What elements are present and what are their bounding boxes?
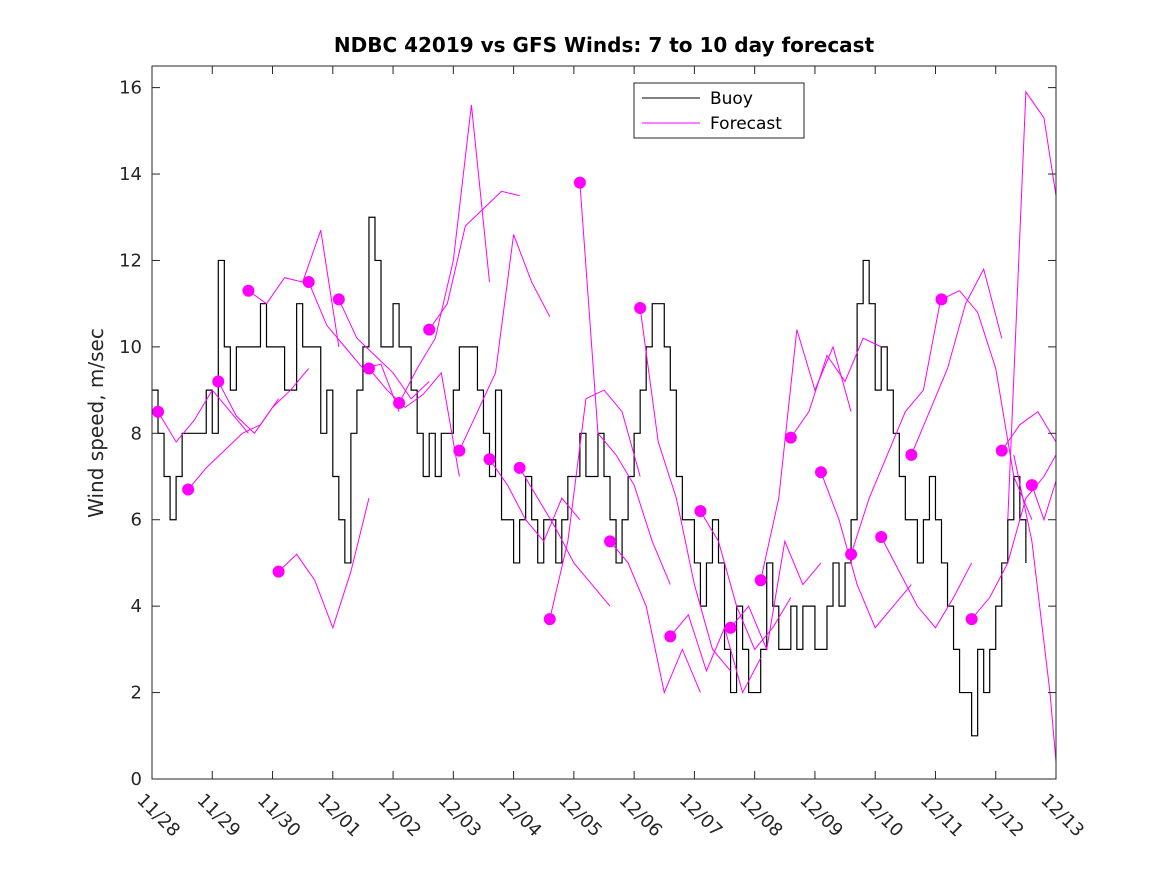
x-tick-label-3: 12/01: [313, 790, 365, 842]
plot-background: [152, 66, 1056, 779]
forecast-series-2: [217, 368, 310, 435]
y-axis: 0 2 4 6 8 10 12 14 16: [119, 78, 1056, 790]
forecast-series-14: [579, 182, 671, 585]
forecast-marker-23: [845, 548, 858, 561]
x-tick-label-5: 12/03: [434, 790, 486, 842]
forecast-series-3: [248, 230, 340, 347]
forecast-series-6: [338, 299, 430, 400]
y-tick-label-4: 4: [131, 596, 142, 617]
legend-forecast-label: Forecast: [710, 114, 782, 134]
forecast-marker-19: [724, 621, 737, 634]
forecast-series-29: [1031, 480, 1057, 522]
marker-layer: [152, 176, 1038, 643]
y-tick-label-16: 16: [119, 78, 142, 99]
y-tick-label-0: 0: [131, 769, 142, 790]
x-tick-label-6: 12/04: [494, 790, 546, 842]
buoy-series-line: [152, 216, 1027, 737]
forecast-series-21: [790, 337, 882, 438]
x-tick-label-4: 12/02: [374, 790, 426, 842]
forecast-marker-25: [905, 448, 918, 461]
x-tick-label-1: 11/29: [193, 790, 245, 842]
forecast-series-8: [398, 104, 490, 404]
forecast-series-4: [278, 498, 370, 630]
forecast-series-26: [941, 290, 1033, 520]
forecast-marker-8: [393, 397, 406, 410]
forecast-series-30: [1007, 90, 1057, 520]
buoy-layer: [152, 216, 1027, 737]
forecast-series-31: [1013, 454, 1057, 762]
forecast-marker-20: [754, 574, 767, 587]
forecast-marker-6: [332, 293, 345, 306]
x-tick-label-14: 12/12: [976, 790, 1028, 842]
forecast-marker-0: [152, 405, 165, 418]
forecast-marker-29: [1025, 479, 1038, 492]
y-tick-label-12: 12: [119, 250, 142, 271]
forecast-marker-10: [453, 444, 466, 457]
forecast-series-20: [760, 329, 852, 581]
forecast-marker-13: [543, 613, 556, 626]
forecast-series-24: [880, 536, 973, 629]
forecast-series-10: [458, 234, 551, 451]
x-tick-label-12: 12/10: [856, 790, 908, 842]
forecast-series-25: [910, 267, 1003, 456]
forecast-marker-9: [423, 323, 436, 336]
forecast-marker-17: [664, 630, 677, 643]
forecast-series-5: [308, 281, 400, 412]
forecast-marker-11: [483, 453, 496, 466]
y-tick-label-10: 10: [119, 337, 142, 358]
x-tick-label-2: 11/30: [253, 790, 305, 842]
forecast-marker-27: [965, 613, 978, 626]
y-tick-label-2: 2: [131, 683, 142, 704]
forecast-marker-22: [814, 466, 827, 479]
forecast-marker-18: [694, 505, 707, 518]
y-tick-label-14: 14: [119, 164, 142, 185]
forecast-marker-16: [634, 301, 647, 314]
forecast-series-22: [820, 472, 912, 629]
forecast-series-19: [730, 539, 822, 652]
y-axis-label: Wind speed, m/sec: [84, 328, 108, 518]
forecast-series-11: [489, 458, 581, 543]
forecast-series-0: [157, 389, 249, 443]
plot-area: [151, 65, 1057, 780]
forecast-series-27: [971, 454, 1057, 620]
forecast-series-12: [519, 467, 611, 607]
x-tick-label-15: 12/13: [1036, 790, 1088, 842]
forecast-series-16: [639, 307, 731, 672]
legend: Buoy Forecast: [633, 82, 805, 139]
x-tick-label-10: 12/08: [735, 790, 787, 842]
forecast-marker-15: [604, 535, 617, 548]
x-tick-label-13: 12/11: [916, 790, 968, 842]
legend-buoy-label: Buoy: [710, 89, 753, 109]
forecast-marker-24: [875, 531, 888, 544]
forecast-series-7: [368, 368, 460, 477]
plot-frame: [151, 65, 1057, 780]
x-tick-label-9: 12/07: [675, 790, 727, 842]
forecast-series-18: [699, 510, 792, 651]
forecast-series-9: [428, 190, 520, 330]
x-tick-label-7: 12/05: [554, 790, 606, 842]
forecast-marker-12: [513, 461, 526, 474]
forecast-layer: [157, 90, 1057, 762]
forecast-series-17: [669, 613, 762, 694]
y-tick-label-8: 8: [131, 423, 142, 444]
forecast-marker-21: [784, 431, 797, 444]
legend-box: [633, 82, 805, 139]
y-tick-label-6: 6: [131, 510, 142, 531]
forecast-marker-5: [302, 276, 315, 289]
x-tick-label-11: 12/09: [795, 790, 847, 842]
forecast-marker-2: [212, 375, 225, 388]
forecast-marker-4: [272, 565, 285, 578]
forecast-marker-7: [362, 362, 375, 375]
forecast-marker-28: [995, 444, 1008, 457]
forecast-marker-26: [935, 293, 948, 306]
x-tick-label-0: 11/28: [132, 790, 184, 842]
x-tick-label-8: 12/06: [615, 790, 667, 842]
chart-title: NDBC 42019 vs GFS Winds: 7 to 10 day for…: [334, 33, 875, 57]
forecast-series-15: [609, 541, 701, 695]
forecast-marker-14: [573, 176, 586, 189]
forecast-marker-3: [242, 284, 255, 297]
forecast-series-23: [850, 294, 942, 555]
forecast-marker-1: [182, 483, 195, 496]
